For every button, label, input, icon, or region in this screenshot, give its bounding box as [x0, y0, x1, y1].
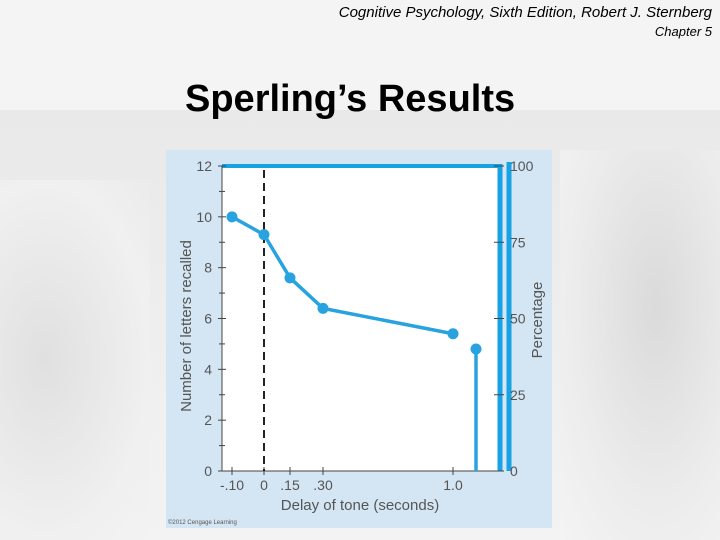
y2-tick-label: 75 [510, 234, 526, 250]
y-tick-label: 6 [204, 311, 212, 327]
data-point [317, 302, 329, 314]
slide-title: Sperling’s Results [185, 78, 516, 120]
data-point [226, 211, 238, 223]
chapter-label: Chapter 5 [654, 24, 712, 39]
book-title: Cognitive Psychology, Sixth Edition, Rob… [338, 4, 712, 21]
y-axis-label: Number of letters recalled [178, 240, 195, 412]
y-tick-label: 10 [196, 209, 212, 225]
x-axis-label: Delay of tone (seconds) [281, 497, 439, 514]
y-tick-label: 4 [204, 361, 212, 377]
y-tick-label: 2 [204, 412, 212, 428]
baseline-point [470, 343, 482, 355]
y2-tick-label: 50 [510, 311, 526, 327]
background-decoration-right [560, 150, 720, 540]
x-tick-label: 0 [260, 477, 268, 493]
data-point [447, 328, 459, 340]
y2-tick-label: 25 [510, 387, 526, 403]
data-point [284, 272, 296, 284]
x-tick-label: .30 [313, 477, 333, 493]
plot-area [222, 166, 500, 471]
figure-credit: ©2012 Cengage Learning [168, 520, 237, 526]
x-tick-label: 1.0 [443, 477, 463, 493]
x-tick-label: .15 [280, 477, 300, 493]
y-tick-label: 0 [204, 463, 212, 479]
y-tick-label: 12 [196, 158, 212, 174]
chart-figure: 0 2 4 6 8 10 12 0 25 50 75 100 -.10 0 .15 .30 1.0 Delay o… [166, 150, 552, 528]
y2-tick-label: 100 [510, 158, 534, 174]
data-point [258, 229, 270, 241]
x-tick-label: -.10 [220, 477, 244, 493]
y2-tick-label: 0 [510, 463, 518, 479]
background-decoration-left [0, 180, 150, 540]
y2-axis-label: Percentage [529, 282, 546, 359]
y-tick-label: 8 [204, 260, 212, 276]
